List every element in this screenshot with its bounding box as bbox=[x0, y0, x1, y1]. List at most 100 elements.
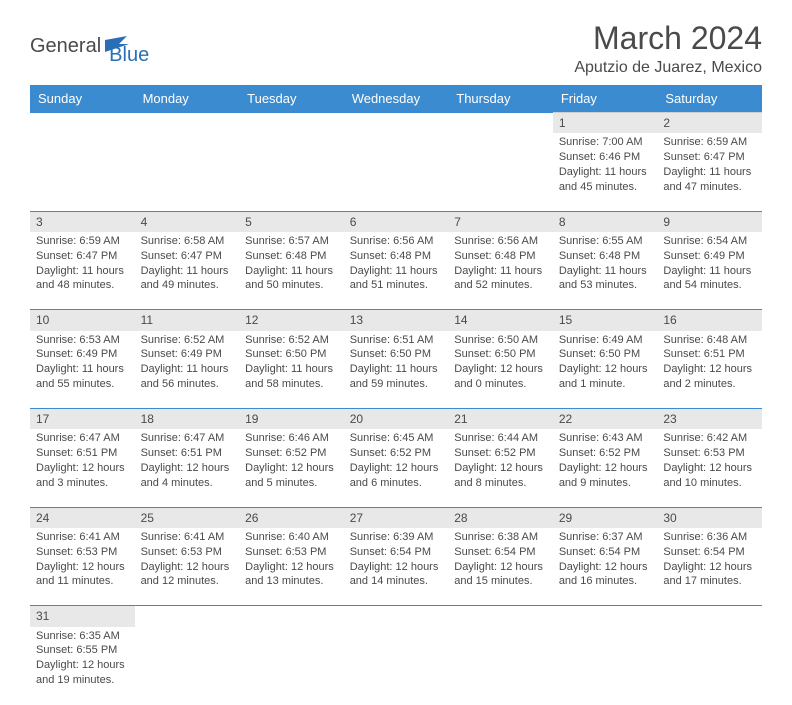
day-cell bbox=[657, 627, 762, 705]
day-cell: Sunrise: 6:41 AMSunset: 6:53 PMDaylight:… bbox=[30, 528, 135, 606]
week-row: Sunrise: 6:35 AMSunset: 6:55 PMDaylight:… bbox=[30, 627, 762, 705]
sunset-text: Sunset: 6:52 PM bbox=[559, 446, 652, 461]
day-cell: Sunrise: 7:00 AMSunset: 6:46 PMDaylight:… bbox=[553, 133, 658, 211]
day-number bbox=[448, 606, 553, 627]
weekday-header: Tuesday bbox=[239, 85, 344, 113]
daylight-text: Daylight: 11 hours and 51 minutes. bbox=[350, 264, 443, 294]
daylight-text: Daylight: 12 hours and 6 minutes. bbox=[350, 461, 443, 491]
daylight-text: Daylight: 12 hours and 15 minutes. bbox=[454, 560, 547, 590]
day-cell: Sunrise: 6:45 AMSunset: 6:52 PMDaylight:… bbox=[344, 429, 449, 507]
sunrise-text: Sunrise: 6:37 AM bbox=[559, 530, 652, 545]
sunset-text: Sunset: 6:47 PM bbox=[36, 249, 129, 264]
weekday-header: Sunday bbox=[30, 85, 135, 113]
day-number: 20 bbox=[344, 409, 449, 430]
sunrise-text: Sunrise: 6:56 AM bbox=[350, 234, 443, 249]
day-number bbox=[239, 606, 344, 627]
sunrise-text: Sunrise: 6:59 AM bbox=[663, 135, 756, 150]
daynum-row: 10111213141516 bbox=[30, 310, 762, 331]
day-number: 13 bbox=[344, 310, 449, 331]
day-cell: Sunrise: 6:59 AMSunset: 6:47 PMDaylight:… bbox=[657, 133, 762, 211]
sunset-text: Sunset: 6:47 PM bbox=[663, 150, 756, 165]
day-number: 3 bbox=[30, 211, 135, 232]
day-number bbox=[448, 113, 553, 134]
daylight-text: Daylight: 11 hours and 53 minutes. bbox=[559, 264, 652, 294]
sunset-text: Sunset: 6:51 PM bbox=[36, 446, 129, 461]
sunrise-text: Sunrise: 6:36 AM bbox=[663, 530, 756, 545]
weekday-header-row: Sunday Monday Tuesday Wednesday Thursday… bbox=[30, 85, 762, 113]
day-number: 21 bbox=[448, 409, 553, 430]
day-cell: Sunrise: 6:35 AMSunset: 6:55 PMDaylight:… bbox=[30, 627, 135, 705]
day-number: 5 bbox=[239, 211, 344, 232]
day-number bbox=[30, 113, 135, 134]
day-number: 27 bbox=[344, 507, 449, 528]
daylight-text: Daylight: 12 hours and 14 minutes. bbox=[350, 560, 443, 590]
day-cell: Sunrise: 6:41 AMSunset: 6:53 PMDaylight:… bbox=[135, 528, 240, 606]
daylight-text: Daylight: 12 hours and 10 minutes. bbox=[663, 461, 756, 491]
day-cell: Sunrise: 6:57 AMSunset: 6:48 PMDaylight:… bbox=[239, 232, 344, 310]
weekday-header: Friday bbox=[553, 85, 658, 113]
sunrise-text: Sunrise: 6:44 AM bbox=[454, 431, 547, 446]
daylight-text: Daylight: 12 hours and 12 minutes. bbox=[141, 560, 234, 590]
day-cell bbox=[553, 627, 658, 705]
daylight-text: Daylight: 11 hours and 49 minutes. bbox=[141, 264, 234, 294]
day-cell: Sunrise: 6:40 AMSunset: 6:53 PMDaylight:… bbox=[239, 528, 344, 606]
sunrise-text: Sunrise: 6:45 AM bbox=[350, 431, 443, 446]
day-number bbox=[135, 606, 240, 627]
sunrise-text: Sunrise: 6:52 AM bbox=[141, 333, 234, 348]
week-row: Sunrise: 6:47 AMSunset: 6:51 PMDaylight:… bbox=[30, 429, 762, 507]
sunset-text: Sunset: 6:46 PM bbox=[559, 150, 652, 165]
sunset-text: Sunset: 6:54 PM bbox=[454, 545, 547, 560]
day-cell bbox=[448, 133, 553, 211]
daylight-text: Daylight: 11 hours and 58 minutes. bbox=[245, 362, 338, 392]
sunset-text: Sunset: 6:50 PM bbox=[245, 347, 338, 362]
day-number: 26 bbox=[239, 507, 344, 528]
day-cell: Sunrise: 6:46 AMSunset: 6:52 PMDaylight:… bbox=[239, 429, 344, 507]
daylight-text: Daylight: 12 hours and 3 minutes. bbox=[36, 461, 129, 491]
daylight-text: Daylight: 12 hours and 9 minutes. bbox=[559, 461, 652, 491]
day-cell: Sunrise: 6:39 AMSunset: 6:54 PMDaylight:… bbox=[344, 528, 449, 606]
day-number: 7 bbox=[448, 211, 553, 232]
daylight-text: Daylight: 12 hours and 17 minutes. bbox=[663, 560, 756, 590]
day-cell bbox=[30, 133, 135, 211]
day-number: 8 bbox=[553, 211, 658, 232]
sunrise-text: Sunrise: 6:48 AM bbox=[663, 333, 756, 348]
day-number: 19 bbox=[239, 409, 344, 430]
day-cell: Sunrise: 6:53 AMSunset: 6:49 PMDaylight:… bbox=[30, 331, 135, 409]
sunset-text: Sunset: 6:48 PM bbox=[350, 249, 443, 264]
sunrise-text: Sunrise: 6:40 AM bbox=[245, 530, 338, 545]
sunset-text: Sunset: 6:51 PM bbox=[663, 347, 756, 362]
sunset-text: Sunset: 6:50 PM bbox=[559, 347, 652, 362]
sunrise-text: Sunrise: 6:47 AM bbox=[36, 431, 129, 446]
daylight-text: Daylight: 12 hours and 2 minutes. bbox=[663, 362, 756, 392]
daylight-text: Daylight: 12 hours and 11 minutes. bbox=[36, 560, 129, 590]
sunset-text: Sunset: 6:49 PM bbox=[36, 347, 129, 362]
day-number: 28 bbox=[448, 507, 553, 528]
daynum-row: 24252627282930 bbox=[30, 507, 762, 528]
sunrise-text: Sunrise: 6:35 AM bbox=[36, 629, 129, 644]
sunrise-text: Sunrise: 6:56 AM bbox=[454, 234, 547, 249]
day-number: 15 bbox=[553, 310, 658, 331]
day-cell: Sunrise: 6:47 AMSunset: 6:51 PMDaylight:… bbox=[135, 429, 240, 507]
day-cell bbox=[239, 133, 344, 211]
sunrise-text: Sunrise: 6:42 AM bbox=[663, 431, 756, 446]
weekday-header: Wednesday bbox=[344, 85, 449, 113]
day-number: 18 bbox=[135, 409, 240, 430]
sunset-text: Sunset: 6:54 PM bbox=[350, 545, 443, 560]
day-number: 14 bbox=[448, 310, 553, 331]
day-number: 10 bbox=[30, 310, 135, 331]
daynum-row: 31 bbox=[30, 606, 762, 627]
daylight-text: Daylight: 12 hours and 8 minutes. bbox=[454, 461, 547, 491]
logo: General Blue bbox=[30, 26, 149, 67]
day-cell bbox=[135, 133, 240, 211]
sunrise-text: Sunrise: 6:59 AM bbox=[36, 234, 129, 249]
sunset-text: Sunset: 6:48 PM bbox=[245, 249, 338, 264]
sunrise-text: Sunrise: 6:46 AM bbox=[245, 431, 338, 446]
day-number: 31 bbox=[30, 606, 135, 627]
logo-text-blue: Blue bbox=[109, 44, 149, 67]
daylight-text: Daylight: 11 hours and 56 minutes. bbox=[141, 362, 234, 392]
day-cell: Sunrise: 6:58 AMSunset: 6:47 PMDaylight:… bbox=[135, 232, 240, 310]
sunset-text: Sunset: 6:47 PM bbox=[141, 249, 234, 264]
day-cell bbox=[239, 627, 344, 705]
day-cell: Sunrise: 6:47 AMSunset: 6:51 PMDaylight:… bbox=[30, 429, 135, 507]
title-block: March 2024 Aputzio de Juarez, Mexico bbox=[574, 20, 762, 77]
